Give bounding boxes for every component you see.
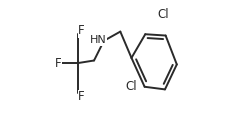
Text: Cl: Cl [126, 80, 137, 93]
Text: F: F [55, 57, 62, 70]
Text: F: F [78, 24, 85, 37]
Text: F: F [78, 90, 85, 103]
Text: HN: HN [90, 35, 106, 45]
Text: Cl: Cl [158, 8, 169, 21]
